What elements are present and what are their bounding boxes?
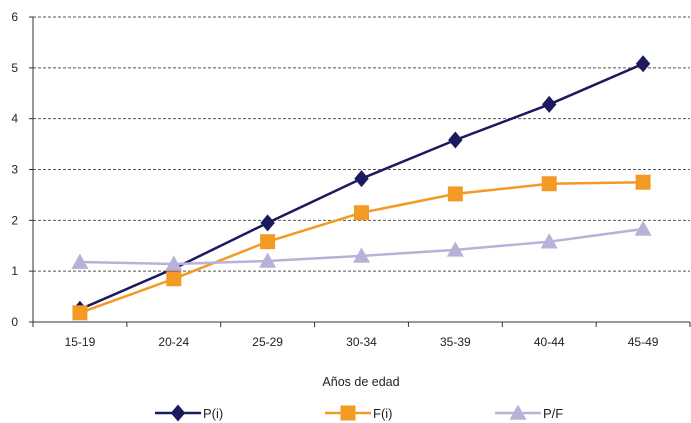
- legend-item: P(i): [155, 404, 223, 422]
- series-diamond: [72, 55, 651, 318]
- data-point: [72, 305, 88, 321]
- y-tick-label: 3: [11, 163, 18, 177]
- legend-label: P/F: [543, 406, 563, 421]
- data-point: [259, 252, 277, 268]
- data-point: [446, 241, 464, 257]
- legend-item: F(i): [325, 405, 393, 421]
- data-point: [540, 233, 558, 249]
- y-axis-ticks: 0 1 2 3 4 5 6: [11, 10, 33, 329]
- x-tick-label: 45-49: [628, 335, 659, 349]
- x-axis-ticks: 15-19 20-24 25-29 30-34 35-39 40-44 45-49: [32, 322, 691, 349]
- data-point: [354, 205, 369, 221]
- data-point: [447, 186, 463, 202]
- x-tick-label: 40-44: [534, 335, 565, 349]
- x-axis-title: Años de edad: [322, 375, 399, 389]
- data-point: [635, 174, 651, 190]
- data-point: [260, 214, 275, 232]
- y-tick-label: 1: [11, 264, 18, 278]
- grid-lines: [33, 16, 690, 272]
- x-tick-label: 25-29: [252, 335, 283, 349]
- data-point: [448, 131, 463, 149]
- series-group: [71, 55, 652, 321]
- data-point: [353, 247, 370, 263]
- legend: P(i) F(i) P/F: [155, 404, 563, 422]
- legend-label: P(i): [203, 406, 223, 421]
- y-tick-label: 6: [11, 10, 18, 24]
- legend-marker: [170, 404, 186, 422]
- y-tick-label: 5: [11, 61, 18, 75]
- legend-marker: [509, 404, 527, 420]
- series-triangle: [71, 220, 652, 271]
- legend-marker: [340, 405, 356, 421]
- data-point: [635, 55, 651, 73]
- data-point: [354, 170, 369, 188]
- legend-item: P/F: [495, 404, 563, 421]
- data-point: [541, 95, 557, 113]
- data-point: [165, 255, 183, 271]
- x-tick-label: 20-24: [158, 335, 189, 349]
- data-point: [541, 176, 557, 192]
- axes: [32, 17, 690, 323]
- data-point: [634, 220, 652, 236]
- data-point: [166, 271, 182, 287]
- y-tick-label: 2: [11, 213, 18, 227]
- x-tick-label: 15-19: [65, 335, 96, 349]
- y-tick-label: 4: [11, 112, 18, 126]
- series-square: [72, 174, 651, 321]
- data-point: [71, 253, 89, 269]
- data-point: [260, 234, 276, 250]
- x-tick-label: 30-34: [346, 335, 377, 349]
- x-tick-label: 35-39: [440, 335, 471, 349]
- y-tick-label: 0: [11, 315, 18, 329]
- legend-label: F(i): [373, 406, 393, 421]
